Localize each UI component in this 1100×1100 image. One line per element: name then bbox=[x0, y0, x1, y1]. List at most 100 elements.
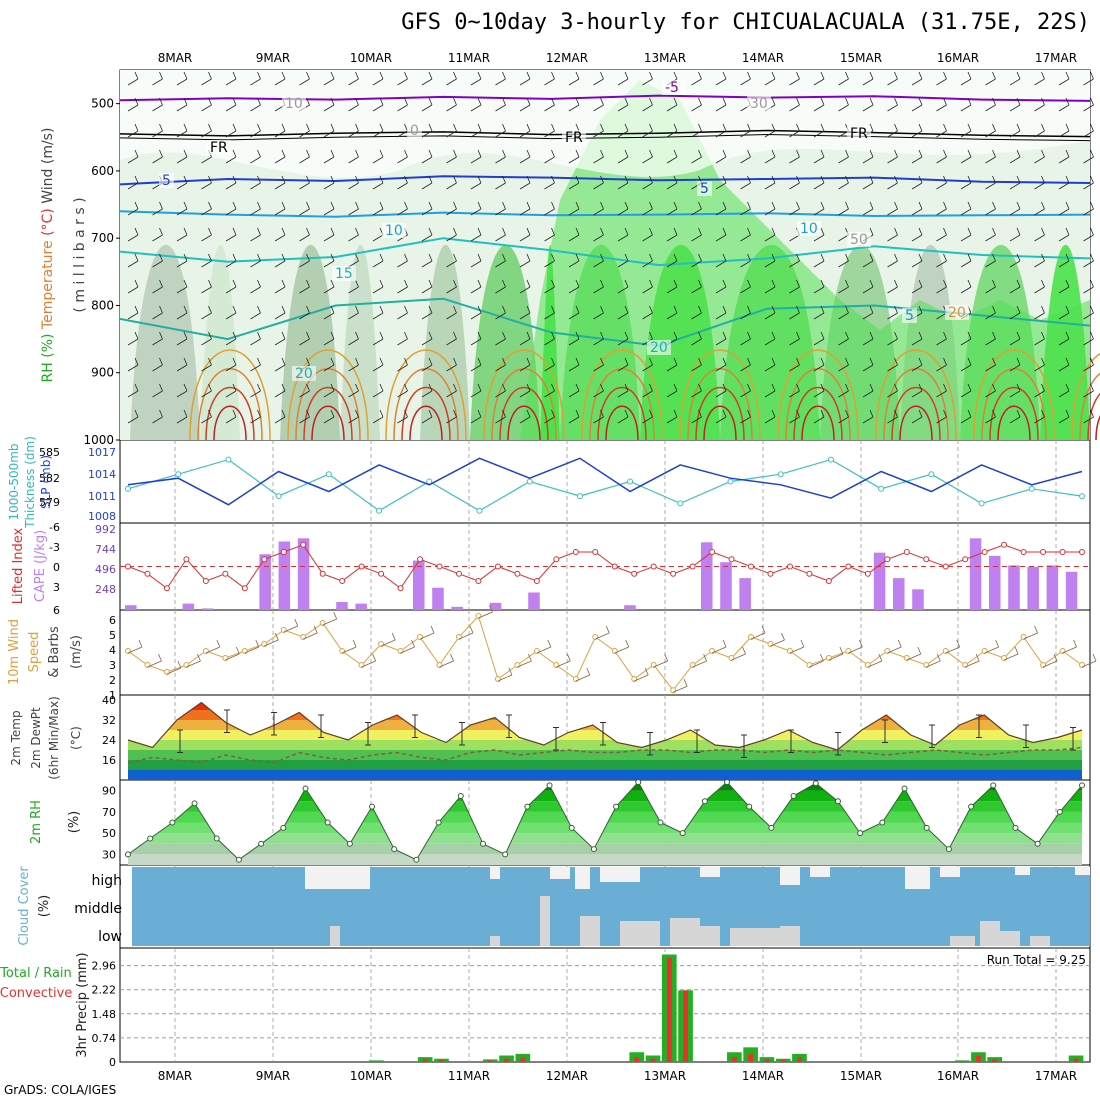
li-tick: -6 bbox=[49, 521, 60, 534]
cloud-high-gap bbox=[305, 867, 370, 889]
wind-barb bbox=[372, 357, 384, 372]
temp-ylabel-text: 2m DewPt bbox=[29, 707, 43, 769]
wind-barb bbox=[642, 149, 653, 164]
wind-barb bbox=[691, 305, 702, 320]
rh-tick: 30 bbox=[102, 848, 116, 861]
wind-barb bbox=[421, 357, 433, 372]
wind-barb-10m bbox=[789, 639, 805, 654]
wind-barb bbox=[960, 409, 972, 424]
wind-barb bbox=[887, 383, 898, 398]
wind-barb bbox=[323, 71, 335, 86]
wind-barb bbox=[225, 357, 237, 372]
contour-label: 5 bbox=[162, 173, 171, 189]
wind-barb bbox=[397, 149, 408, 164]
wind-barb-10m bbox=[264, 632, 279, 647]
wind-barb bbox=[1083, 253, 1094, 268]
axes-labels: 8MAR 8MAR 9MAR 9MAR 10MAR 10MAR 11MAR 11MAR 12MA… bbox=[0, 51, 1086, 1083]
wind-barb bbox=[446, 123, 457, 138]
wind-barb bbox=[985, 201, 996, 216]
wind-barb bbox=[642, 71, 653, 86]
cloud-ylabel-0: Cloud Cover bbox=[17, 866, 32, 946]
wind-barb bbox=[201, 409, 212, 424]
rh-shade bbox=[420, 244, 470, 440]
li-marker bbox=[455, 570, 462, 577]
wind-barb bbox=[544, 409, 555, 424]
wind-barb bbox=[617, 175, 629, 190]
wind-barb-10m bbox=[342, 639, 357, 654]
rh-bands bbox=[128, 782, 1082, 865]
temp-band bbox=[128, 702, 1082, 710]
wind-barb bbox=[397, 409, 408, 424]
wind-barb bbox=[617, 253, 629, 268]
wind-barb bbox=[201, 305, 212, 320]
wind-barb bbox=[176, 71, 188, 86]
wind-barb bbox=[470, 123, 482, 138]
temp-ylabel-1: 2m DewPt bbox=[29, 707, 43, 769]
wind-barb bbox=[544, 71, 555, 86]
rh-marker bbox=[923, 824, 930, 831]
wind-barb bbox=[372, 383, 384, 398]
li-marker bbox=[553, 556, 560, 563]
cape-bar bbox=[355, 603, 367, 610]
wind-barb bbox=[764, 383, 776, 398]
wind-tick: 6 bbox=[109, 614, 116, 627]
wind-barb bbox=[274, 253, 286, 268]
thickness-marker bbox=[1079, 493, 1085, 500]
wind-speed-line bbox=[127, 615, 1083, 692]
cloud-level-label: middle bbox=[74, 901, 122, 917]
wind-barb bbox=[1083, 149, 1094, 164]
wind-barb bbox=[911, 253, 923, 268]
wind-barb bbox=[715, 149, 727, 164]
wind-barb bbox=[838, 97, 849, 112]
wind-barb bbox=[127, 97, 139, 112]
wind-barb bbox=[201, 201, 212, 216]
rh-ylabel-0: 2m RH bbox=[29, 800, 44, 844]
wind-barb bbox=[519, 97, 531, 112]
wind-barb bbox=[152, 201, 163, 216]
li-marker bbox=[670, 570, 677, 577]
wind-barb bbox=[936, 227, 947, 242]
wind-barb bbox=[960, 383, 972, 398]
wind-barb bbox=[715, 97, 727, 112]
wind-barb bbox=[887, 279, 898, 294]
date-label-bottom: 13MAR bbox=[644, 1069, 686, 1083]
wind-barb bbox=[715, 253, 727, 268]
temp-contour-5 bbox=[119, 175, 1091, 186]
wind-barb bbox=[642, 123, 653, 138]
wind-barb bbox=[862, 331, 874, 346]
temp-ylabel-text: (6hr Min/Max) bbox=[47, 696, 61, 780]
wind-barb bbox=[936, 123, 947, 138]
wind-barb bbox=[519, 71, 531, 86]
rh-marker bbox=[901, 785, 908, 792]
wind-barb bbox=[568, 279, 580, 294]
cape-bar bbox=[528, 592, 540, 610]
date-label-top: 9MAR bbox=[256, 51, 291, 65]
wind-barb-10m bbox=[419, 625, 435, 640]
wind-barb bbox=[666, 357, 678, 372]
contour-label: 10 bbox=[285, 96, 303, 112]
wind-barb bbox=[691, 253, 702, 268]
wind-barb-10m bbox=[186, 653, 201, 668]
wind-barb bbox=[1034, 383, 1045, 398]
wind-barb bbox=[764, 305, 776, 320]
wind-barb-10m bbox=[711, 639, 727, 654]
slp-ylabel-1: Thickness (dm) bbox=[23, 436, 37, 529]
wind-barb-10m bbox=[536, 639, 552, 654]
wind-barb bbox=[568, 305, 580, 320]
wind-barb bbox=[372, 97, 384, 112]
wind-barb bbox=[519, 409, 531, 424]
temp-ylabel-text: (°C) bbox=[69, 726, 83, 750]
wind-barb bbox=[201, 71, 212, 86]
wind-barb bbox=[642, 253, 653, 268]
wind-barb bbox=[887, 149, 898, 164]
wind-barb bbox=[250, 331, 261, 346]
warm-contour bbox=[899, 405, 933, 441]
contour-label: 20 bbox=[650, 340, 668, 356]
contour-label-bg bbox=[332, 266, 356, 281]
wind-tick: 5 bbox=[109, 629, 116, 642]
rh-marker bbox=[258, 840, 265, 847]
li-marker bbox=[261, 556, 268, 563]
wind-barb bbox=[372, 331, 384, 346]
pressure-tick: 800 bbox=[91, 298, 114, 312]
rh-marker bbox=[857, 830, 864, 837]
